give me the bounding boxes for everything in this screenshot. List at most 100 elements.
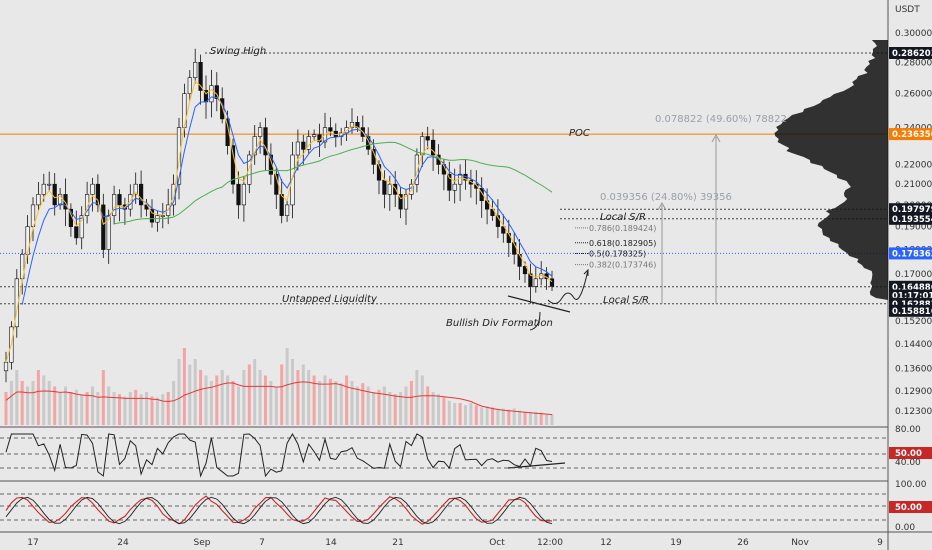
candle-body-21 <box>117 194 122 206</box>
volume-bar-55 <box>301 364 305 425</box>
fib-label-1: 0.618(0.182905) <box>589 239 656 248</box>
candle-body-14 <box>79 215 84 239</box>
price-axis[interactable]: USDT 0.3000000.2800000.2600000.2400000.2… <box>889 5 932 533</box>
candle-body-98 <box>533 278 538 287</box>
candle-body-18 <box>101 204 106 250</box>
price-tag-text-4: 0.178362 <box>892 249 932 259</box>
volume-bar-33 <box>182 348 186 425</box>
candle-body-95 <box>517 254 522 267</box>
price-tag-box-3 <box>889 212 932 225</box>
chart-drawings <box>507 133 721 469</box>
volume-bar-98 <box>534 411 538 425</box>
candle-body-64 <box>349 122 355 128</box>
bullish-div-label: Bullish Div Formation <box>446 318 553 329</box>
volume-bar-64 <box>350 381 354 425</box>
candle-body-47 <box>257 127 263 137</box>
volume-bar-35 <box>193 359 197 425</box>
candle-body-29 <box>160 215 165 217</box>
date-tick-7: 12:00 <box>537 538 563 548</box>
candle-body-96 <box>522 266 528 275</box>
volume-bar-59 <box>323 375 327 425</box>
volume-bar-21 <box>118 394 121 425</box>
volume-bar-12 <box>69 392 73 425</box>
local-sr-lower-label: Local S/R <box>603 295 649 306</box>
volume-bar-96 <box>523 411 527 425</box>
volume-bar-19 <box>107 386 111 425</box>
poc-label: POC <box>569 128 590 139</box>
candle-body-70 <box>382 179 387 195</box>
volume-bar-11 <box>64 386 67 425</box>
volume-bar-62 <box>339 383 343 425</box>
candle-body-71 <box>387 183 392 195</box>
candle-body-54 <box>295 141 301 156</box>
volume-bar-38 <box>209 381 213 425</box>
candle-body-46 <box>252 136 257 156</box>
volume-bar-61 <box>334 381 338 425</box>
date-tick-9: 19 <box>670 538 682 548</box>
volume-bar-71 <box>388 392 392 425</box>
candle-body-92 <box>501 226 506 234</box>
candle-body-83 <box>452 183 457 191</box>
bullish-div-arrow <box>529 311 541 331</box>
volume-bar-41 <box>226 375 230 425</box>
volume-bar-95 <box>518 410 522 425</box>
volume-bar-89 <box>485 406 489 425</box>
candle-body-11 <box>63 194 68 210</box>
volume-bar-15 <box>85 392 89 425</box>
candle-body-27 <box>149 208 155 223</box>
candle-body-19 <box>106 215 111 250</box>
volume-bar-99 <box>539 412 543 425</box>
candle-body-76 <box>414 154 420 185</box>
volume-bar-14 <box>80 394 84 425</box>
ma-green-line <box>114 141 553 225</box>
volume-bar-88 <box>480 407 484 425</box>
currency-label: USDT <box>895 5 920 15</box>
volume-bar-48 <box>264 375 267 425</box>
date-tick-6: Oct <box>489 538 505 548</box>
candle-body-55 <box>301 141 306 150</box>
time-axis[interactable]: 17 24 Sep 7 14 21 Oct 12:00 12 19 26 Nov 9 <box>27 538 883 548</box>
candle-body-32 <box>176 127 182 185</box>
volume-bar-86 <box>469 403 473 425</box>
volume-bar-74 <box>404 386 408 425</box>
volume-bar-23 <box>128 392 132 425</box>
volume-bar-25 <box>139 394 143 425</box>
candle-body-60 <box>328 127 333 132</box>
date-tick-1: 24 <box>117 538 129 548</box>
volume-bar-20 <box>112 392 116 425</box>
volume-bar-36 <box>199 370 203 425</box>
candle-body-79 <box>430 139 436 156</box>
volume-bar-78 <box>426 386 430 425</box>
candle-body-0 <box>3 361 9 372</box>
volume-bar-47 <box>258 370 262 425</box>
volume-bar-44 <box>242 370 246 425</box>
volume-bar-67 <box>366 386 370 425</box>
volume-bar-37 <box>204 375 208 425</box>
ema-yellow-line <box>5 80 553 363</box>
candle-body-69 <box>376 164 382 181</box>
candle-body-16 <box>90 183 95 195</box>
volume-bar-16 <box>91 386 94 425</box>
volume-bar-73 <box>399 392 403 425</box>
volume-bar-52 <box>285 348 289 425</box>
price-tag-text-0: 0.286203 <box>892 49 932 59</box>
fib-retracement-levels: 0.786(0.189424) 0.618(0.182905) 0.5(0.1783… <box>575 224 656 270</box>
candle-body-25 <box>139 183 144 206</box>
volume-bar-42 <box>231 381 235 425</box>
rsi-axis: 80.00 50.00 40.00 <box>889 425 932 468</box>
candle-body-101 <box>549 278 555 287</box>
candle-body-5 <box>30 204 36 227</box>
candle-body-13 <box>74 226 79 239</box>
volume-moving-average <box>5 381 553 416</box>
candle-body-20 <box>112 194 117 216</box>
